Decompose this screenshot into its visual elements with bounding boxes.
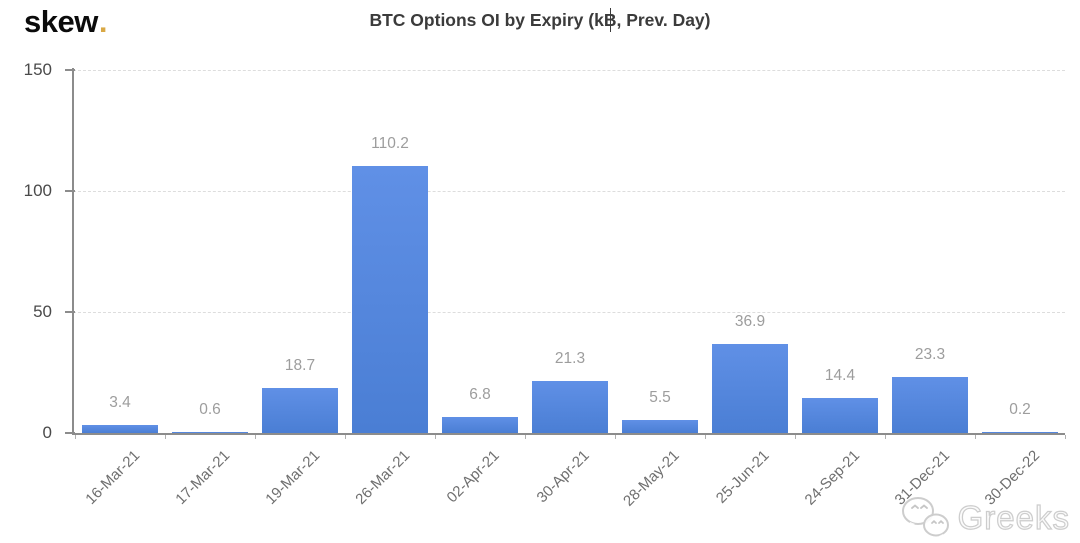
x-tick-label: 25-Jun-21 — [713, 447, 774, 507]
x-tick — [165, 434, 166, 439]
bar-value-label: 3.4 — [109, 393, 131, 411]
x-tick-label: 24-Sep-21 — [801, 447, 864, 509]
x-tick-label: 30-Apr-21 — [533, 447, 594, 507]
x-tick-label: 26-Mar-21 — [352, 447, 414, 508]
x-tick — [345, 434, 346, 439]
bar-28-May-21 — [621, 419, 699, 433]
bar-value-label: 0.6 — [199, 400, 221, 418]
gridline-100 — [73, 191, 1065, 192]
x-tick-label: 28-May-21 — [620, 447, 684, 510]
bitcoin-symbol: B — [603, 8, 617, 32]
y-tick-label: 150 — [23, 60, 52, 79]
watermark-text: Greeks — [957, 498, 1070, 536]
x-tick-label: 16-Mar-21 — [82, 447, 144, 508]
x-tick — [525, 434, 526, 439]
chart-title: BTC Options OI by Expiry (kB, Prev. Day) — [0, 8, 1080, 32]
x-tick-label: 02-Apr-21 — [443, 447, 504, 507]
chart-title-pre: BTC Options OI by Expiry (k — [369, 10, 604, 30]
bar-30-Dec-22 — [981, 432, 1059, 433]
bar-26-Mar-21 — [351, 166, 429, 433]
chart-title-post: , Prev. Day) — [616, 10, 711, 30]
skew-logo-text: skew — [24, 4, 98, 39]
y-tick-100 — [65, 190, 75, 192]
x-tick — [255, 434, 256, 439]
x-tick-label: 17-Mar-21 — [172, 447, 234, 508]
bar-value-label: 110.2 — [371, 135, 409, 153]
x-tick — [705, 434, 706, 439]
bar-17-Mar-21 — [171, 431, 249, 433]
bar-value-label: 23.3 — [914, 345, 946, 363]
y-tick-0 — [65, 432, 75, 434]
bar-24-Sep-21 — [801, 398, 879, 433]
skew-logo: skew. — [24, 4, 107, 40]
bar-30-Apr-21 — [531, 381, 609, 433]
x-tick — [75, 434, 76, 439]
x-axis — [72, 433, 1065, 435]
y-axis — [72, 68, 74, 435]
bar-value-label: 14.4 — [824, 367, 856, 385]
bar-value-label: 21.3 — [554, 350, 586, 368]
bar-value-label: 5.5 — [649, 388, 671, 406]
y-tick-label: 50 — [33, 302, 52, 321]
y-tick-label: 100 — [23, 181, 52, 200]
x-tick — [885, 434, 886, 439]
y-tick-label: 0 — [42, 423, 52, 442]
x-tick — [1065, 434, 1066, 439]
x-tick — [975, 434, 976, 439]
x-tick — [795, 434, 796, 439]
bar-value-label: 6.8 — [469, 385, 491, 403]
gridline-150 — [73, 70, 1065, 71]
x-tick — [615, 434, 616, 439]
wechat-icon — [901, 497, 949, 539]
x-tick — [435, 434, 436, 439]
bar-25-Jun-21 — [711, 343, 789, 433]
watermark: Greeks — [898, 495, 1070, 541]
bar-19-Mar-21 — [261, 387, 339, 433]
bar-value-label: 18.7 — [284, 356, 316, 374]
y-tick-50 — [65, 311, 75, 313]
gridline-50 — [73, 312, 1065, 313]
y-tick-150 — [65, 69, 75, 71]
skew-logo-dot: . — [98, 4, 108, 39]
x-tick-label: 19-Mar-21 — [262, 447, 324, 508]
bar-16-Mar-21 — [81, 424, 159, 433]
bar-31-Dec-21 — [891, 376, 969, 433]
bar-value-label: 0.2 — [1009, 401, 1031, 418]
bar-value-label: 36.9 — [734, 312, 766, 330]
bar-02-Apr-21 — [441, 416, 519, 433]
